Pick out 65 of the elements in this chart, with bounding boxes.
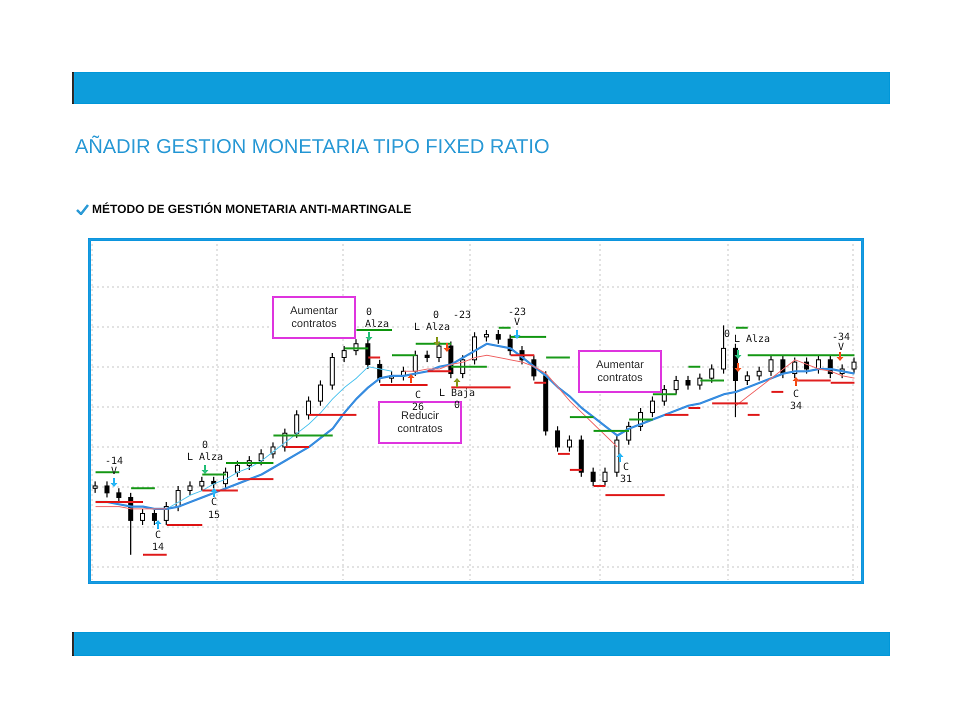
candlestick	[602, 467, 608, 487]
candlestick	[92, 480, 98, 494]
candlestick	[104, 480, 110, 498]
candlestick	[318, 380, 323, 406]
candlestick	[768, 354, 774, 376]
annotation: Aumentar contratos	[290, 305, 338, 330]
candlestick	[496, 329, 501, 344]
candlestick	[424, 350, 430, 363]
annotation: C	[210, 497, 218, 508]
annotation: C	[792, 389, 800, 400]
candlestick	[756, 366, 762, 382]
annotation: L Baja	[438, 388, 476, 399]
candlestick	[686, 375, 691, 390]
candlestick	[258, 448, 264, 466]
text: 0	[366, 307, 372, 318]
candlestick	[590, 467, 596, 487]
candlestick	[484, 329, 489, 342]
candlestick	[697, 372, 702, 390]
candlestick	[306, 396, 312, 420]
text: 0	[432, 310, 440, 321]
annotation: Reducir contratos	[397, 410, 444, 435]
candlestick	[852, 356, 857, 374]
annotation: 34	[790, 401, 802, 412]
candlestick	[412, 350, 418, 376]
annotation: -14	[104, 456, 124, 467]
annotation: 15	[208, 510, 220, 521]
candlestick	[294, 410, 300, 438]
annotation: V	[110, 466, 118, 477]
annotation: L Alza	[186, 452, 224, 463]
annotation: Aumentar contratos	[596, 359, 644, 384]
candlestick	[566, 434, 572, 452]
annotation: 26	[412, 402, 424, 413]
candlestick	[187, 480, 192, 496]
candlestick	[342, 345, 347, 363]
annotation: V	[514, 317, 520, 328]
candlestick	[199, 476, 204, 492]
annotation: C	[154, 530, 162, 541]
candlestick	[116, 488, 122, 503]
candlestick	[140, 508, 146, 526]
candlestick	[744, 370, 750, 386]
candlestick	[436, 340, 442, 363]
annotation: 0	[454, 400, 460, 411]
candlestick	[804, 356, 810, 374]
candlestick	[234, 460, 240, 478]
text: -23	[508, 307, 526, 318]
annotation: 0	[202, 440, 208, 451]
annotation: C	[414, 390, 422, 401]
candlestick	[674, 375, 679, 395]
annotation: 31	[620, 474, 632, 485]
annotation: 14	[152, 542, 164, 553]
candlestick	[721, 324, 726, 374]
candlestick	[555, 426, 560, 452]
chart-subtitle: MÉTODO DE GESTIÓN MONETARIA ANTI-MARTINGALE	[92, 202, 412, 216]
annotation: Alza	[364, 319, 390, 330]
annotation: C	[622, 462, 630, 473]
chart-title: AÑADIR GESTION MONETARIA TIPO FIXED RATIO	[75, 136, 550, 159]
candlestick	[709, 364, 714, 384]
candlestick	[650, 396, 655, 418]
annotation: L Alza	[734, 334, 770, 345]
candlestick	[152, 508, 157, 526]
annotation: L Alza	[414, 322, 450, 333]
annotation: V	[838, 342, 844, 353]
text: -23	[452, 310, 472, 321]
annotation: 0	[724, 329, 730, 340]
annotation: -34	[832, 332, 850, 343]
